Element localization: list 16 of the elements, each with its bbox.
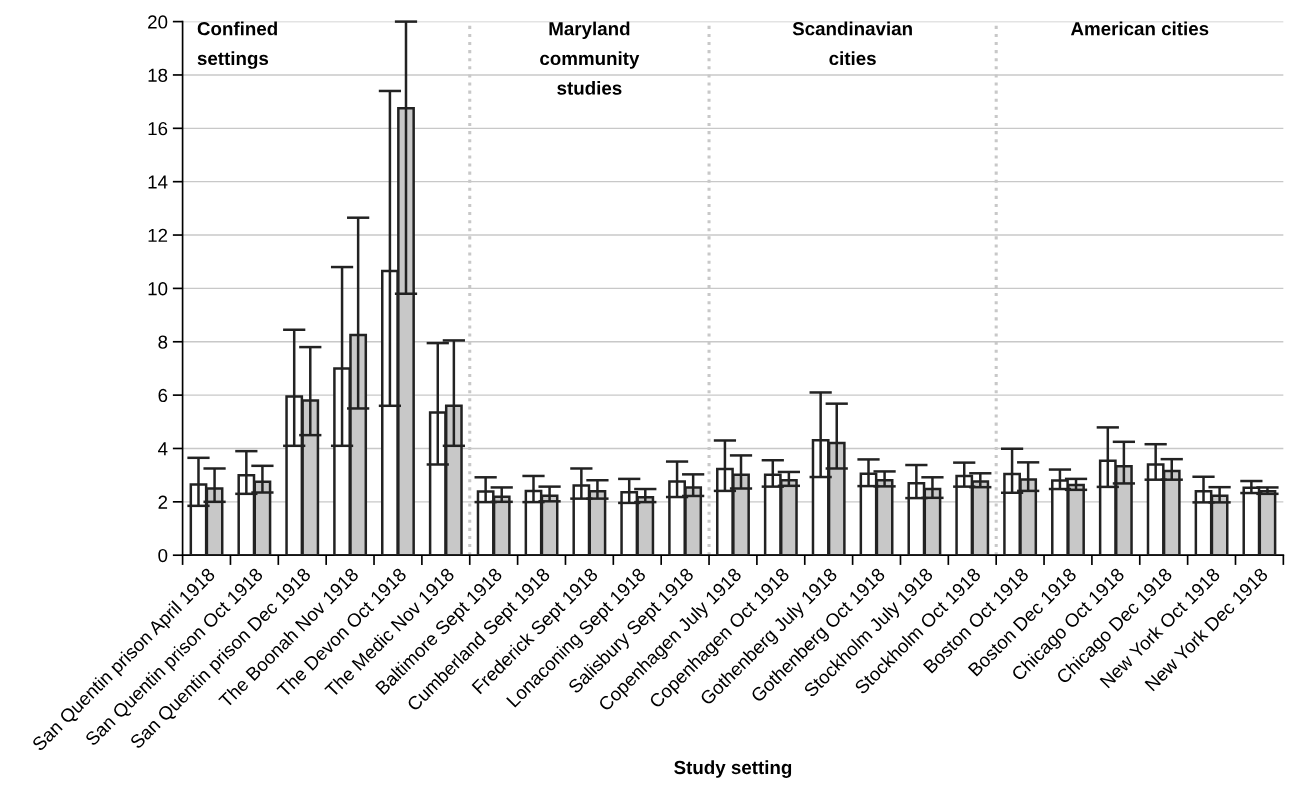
y-tick-label: 2 xyxy=(158,495,168,509)
annotation: American cities xyxy=(1070,21,1209,36)
y-tick-label: 4 xyxy=(158,442,168,456)
annotation: Confined settings xyxy=(197,21,277,69)
y-tick-label: 14 xyxy=(148,175,168,189)
annotation: Maryland community studies xyxy=(540,21,640,95)
y-tick-label: 0 xyxy=(158,548,168,563)
y-tick-label: 8 xyxy=(158,335,168,349)
annotation: Scandinavian cities xyxy=(792,21,912,66)
x-axis-title: Study setting xyxy=(674,760,792,778)
y-tick-label: 6 xyxy=(158,388,168,403)
y-tick-label: 16 xyxy=(148,122,168,136)
y-tick-label: 10 xyxy=(148,282,168,296)
y-tick-label: 12 xyxy=(148,228,168,242)
y-tick-label: 20 xyxy=(148,15,168,29)
y-tick-label: 18 xyxy=(148,68,168,82)
